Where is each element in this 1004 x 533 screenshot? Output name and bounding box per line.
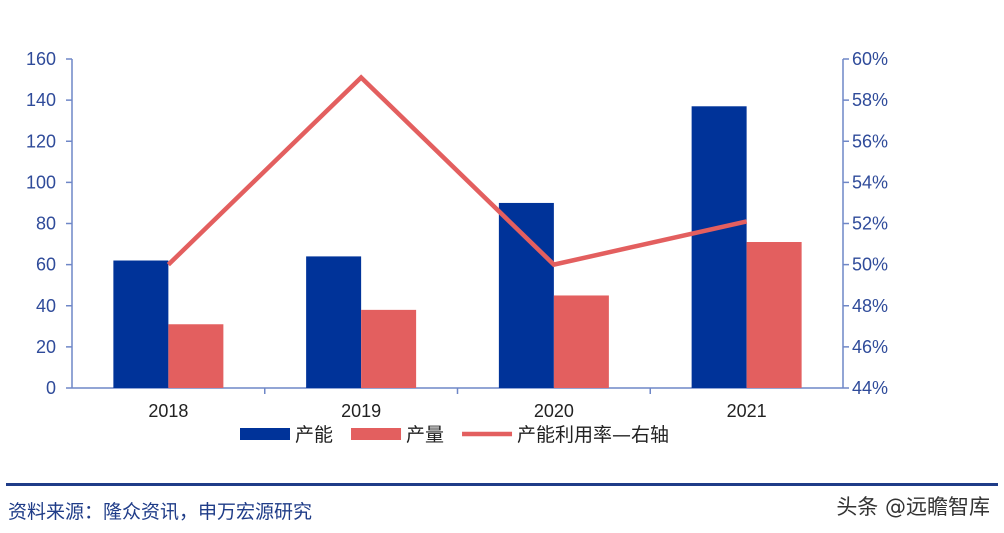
bar-output [553,295,609,388]
y-right-tick-label: 50% [852,255,888,275]
bar-output [746,242,802,388]
bar-capacity [691,106,747,388]
x-tick-label: 2019 [341,401,381,421]
legend-label: 产能利用率—右轴 [517,424,669,446]
footer-divider [6,483,998,486]
y-left-tick-label: 100 [26,172,56,192]
y-left-tick-label: 80 [36,214,56,234]
x-tick-label: 2018 [148,401,188,421]
legend-swatch [240,428,290,440]
utilization-line [166,74,748,268]
x-tick-label: 2021 [727,401,767,421]
legend-label: 产能 [295,424,333,446]
y-right-tick-label: 48% [852,296,888,316]
y-left-tick-label: 120 [26,131,56,151]
y-left-tick-label: 0 [46,378,56,398]
y-left-tick-label: 140 [26,90,56,110]
y-left-tick-label: 60 [36,255,56,275]
bar-output [168,324,224,388]
y-right-tick-label: 46% [852,337,888,357]
bar-capacity [498,202,554,388]
bar-capacity [113,260,169,388]
bars-layer [113,106,802,388]
bar-output [361,309,417,388]
y-left-tick-label: 40 [36,296,56,316]
y-right-tick-label: 52% [852,214,888,234]
ticks-layer: 0 20 40 60 80 100 120 140 160 44% 46% 48% 50% 52% 54% 5… [26,49,888,421]
legend-label: 产量 [406,424,444,446]
legend: 产能 产量 产能利用率—右轴 [240,424,669,446]
line-layer [166,74,748,268]
watermark: 头条 @远瞻智库 [836,495,990,519]
y-right-tick-label: 44% [852,378,888,398]
y-right-tick-label: 60% [852,49,888,69]
y-left-tick-label: 20 [36,337,56,357]
y-right-tick-label: 54% [852,172,888,192]
source-note: 资料来源：隆众资讯，申万宏源研究 [8,501,313,523]
x-tick-label: 2020 [534,401,574,421]
y-left-tick-label: 160 [26,49,56,69]
y-right-tick-label: 56% [852,131,888,151]
bar-capacity [306,256,362,388]
legend-swatch [351,428,402,440]
y-right-tick-label: 58% [852,90,888,110]
chart: 0 20 40 60 80 100 120 140 160 44% 46% 48% 50% 52% 54% 5… [26,49,888,446]
